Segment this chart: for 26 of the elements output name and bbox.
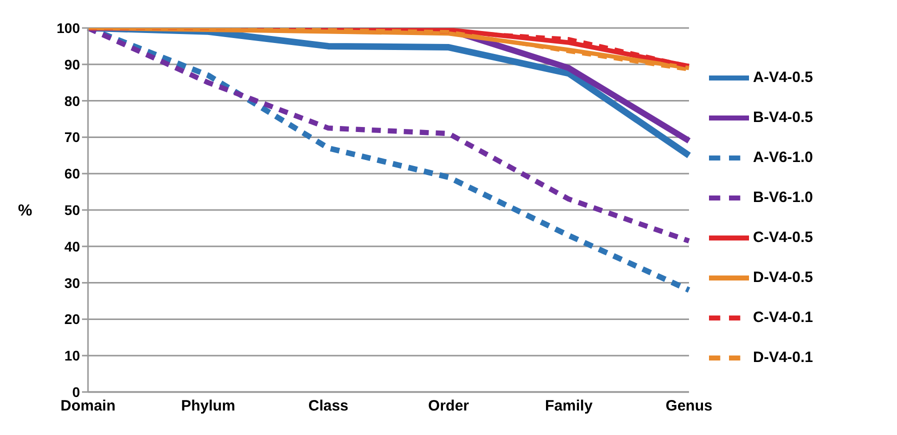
y-tick-label: 90 <box>64 56 80 72</box>
y-tick-label: 70 <box>64 129 80 146</box>
y-tick-label: 20 <box>64 311 80 328</box>
y-tick-label: 10 <box>64 348 80 364</box>
y-tick-label: 80 <box>64 92 80 109</box>
legend-label: B-V4-0.5 <box>753 108 814 126</box>
x-tick-label: Domain <box>60 398 116 415</box>
x-tick-label: Class <box>308 398 348 415</box>
x-tick-label: Order <box>428 398 470 415</box>
legend-label: D-V4-0.1 <box>753 348 814 366</box>
x-tick-label: Genus <box>666 398 712 415</box>
legend-label: D-V4-0.5 <box>753 268 814 286</box>
x-tick-label: Family <box>545 398 594 415</box>
y-tick-label: 40 <box>64 238 80 254</box>
y-axis-title: % <box>18 202 32 220</box>
y-tick-label: 30 <box>64 274 80 291</box>
y-tick-label: 100 <box>56 20 80 36</box>
y-tick-label: 0 <box>72 384 80 400</box>
y-tick-label: 50 <box>64 202 80 218</box>
legend-label: A-V6-1.0 <box>753 148 814 166</box>
y-tick-label: 60 <box>64 166 80 182</box>
x-tick-label: Phylum <box>181 398 236 415</box>
legend-label: C-V4-0.1 <box>753 308 814 326</box>
legend-label: C-V4-0.5 <box>753 228 814 246</box>
legend-label: A-V4-0.5 <box>753 68 814 86</box>
legend-label: B-V6-1.0 <box>753 188 814 206</box>
